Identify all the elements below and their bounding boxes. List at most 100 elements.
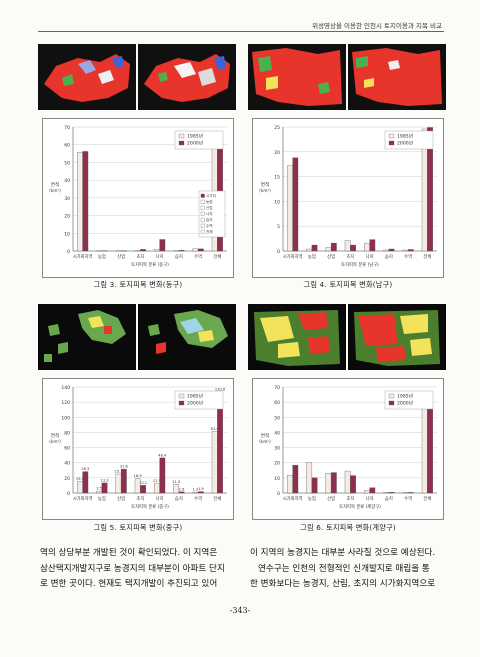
bar-2000 — [82, 151, 89, 252]
y-axis-unit: (km²) — [259, 439, 271, 444]
legend-box — [174, 390, 224, 410]
figure-caption: 그림 5. 토지피복 변화(중구) — [38, 523, 238, 533]
text-line: 연수구는 인천의 전형적인 신개발지로 매립을 통 — [258, 563, 430, 574]
bar-1985 — [306, 462, 313, 494]
caption-number: 그림 3. — [93, 280, 117, 289]
satellite-image-pair — [248, 44, 448, 110]
page-number: -343- — [229, 606, 251, 615]
satellite-image-2000 — [348, 304, 446, 370]
x-tick-label: 전체 — [213, 495, 221, 502]
bar-2000 — [197, 248, 204, 252]
figure-6: 0 10 20 30 40 50 60 70 면적 (km²) 시가화지역 농업 산업 초지 나지 습지 수역 전… — [248, 304, 448, 536]
y-tick-label: 10 — [274, 476, 280, 482]
y-tick-label: 0 — [277, 491, 280, 497]
class-legend-label: 습지 — [206, 217, 213, 222]
chart-frame: 0 10 20 30 40 50 60 70 면적 (km²) 시가화지역 농업 산업 초지 나지 습지 수역 전… — [252, 378, 444, 520]
data-label: 13.3 — [101, 478, 109, 482]
x-axis-label: 토지피복 분류 (계양구) — [339, 503, 381, 510]
bar-1985 — [325, 247, 332, 252]
data-label: 15.2 — [76, 477, 84, 481]
figure-caption: 그림 3. 토지피복 변화(동구) — [38, 280, 238, 290]
y-axis-unit: (km²) — [49, 188, 61, 193]
y-tick-label: 20 — [64, 476, 70, 482]
satellite-image-1985 — [248, 44, 346, 110]
y-tick-label: 70 — [274, 385, 280, 391]
data-label: 25.1 — [114, 469, 122, 473]
x-tick-label: 수역 — [194, 495, 202, 502]
x-tick-label: 나지 — [156, 253, 164, 260]
x-tick-label: 전체 — [423, 253, 431, 260]
legend-swatch — [178, 133, 185, 139]
caption-number: 그림 6. — [300, 523, 324, 532]
bar-2000 — [330, 242, 337, 252]
x-axis-label: 토지피복 분류 (동구) — [131, 261, 169, 268]
bar-2000 — [350, 475, 356, 494]
y-tick-label: 70 — [64, 125, 70, 131]
legend-box — [174, 130, 224, 150]
class-legend-label: 산업 — [206, 205, 213, 210]
x-tick-label: 시가화지역 — [73, 495, 93, 502]
y-axis-label: 면적 — [51, 432, 59, 439]
y-tick-label: 50 — [274, 415, 280, 421]
header-rule — [38, 31, 444, 32]
figure-caption: 그림 6. 토지피복 변화(계양구) — [248, 523, 448, 533]
x-tick-label: 산업 — [117, 253, 125, 260]
y-tick-label: 80 — [64, 430, 70, 436]
y-axis-label: 면적 — [51, 181, 59, 188]
chart-frame: 0 20 40 60 80 100 120 140 면적 (km²) 15.2 28.3 시가화지역 2.… — [42, 378, 234, 520]
bar-2000 — [140, 249, 146, 252]
data-label: 46.4 — [158, 453, 167, 457]
x-tick-label: 산업 — [327, 253, 335, 260]
bar-1985 — [77, 151, 83, 252]
legend-label: 1985년 — [397, 393, 413, 400]
bar-1985 — [402, 249, 409, 252]
satellite-image-pair — [38, 44, 238, 110]
bar-1985 — [306, 248, 313, 252]
data-label: 1.2 — [193, 488, 199, 492]
x-tick-label: 나지 — [366, 253, 374, 260]
data-label: 2.5 — [96, 487, 102, 491]
bar-2000 — [427, 395, 433, 494]
bar-1985 — [364, 490, 370, 494]
data-label: 18.9 — [134, 474, 143, 478]
y-tick-label: 60 — [274, 400, 280, 406]
class-legend-swatch — [200, 199, 205, 204]
bar-chart-gyeyanggu: 0 10 20 30 40 50 60 70 면적(km²) 시가화지역 농업 산업 초지 나지 습지 수역 전… — [259, 385, 437, 510]
satellite-image-pair — [38, 304, 238, 370]
x-tick-label: 농업 — [98, 253, 106, 260]
figure-3: 0 10 20 30 40 50 60 70 면적 (km²) 시가화지역 농업 산업 초지 나지 습지 수역 전… — [38, 44, 238, 296]
legend-swatch — [178, 140, 185, 146]
x-tick-label: 농업 — [308, 495, 316, 502]
y-tick-label: 0 — [277, 249, 280, 255]
bar-2000 — [388, 248, 395, 252]
bar-2000 — [178, 250, 185, 252]
bar-1985 — [325, 472, 332, 494]
legend-swatch — [178, 400, 185, 406]
satellite-image-2000 — [348, 44, 446, 110]
class-legend-label: 나지 — [206, 211, 213, 216]
y-tick-label: 25 — [274, 125, 280, 131]
x-tick-label: 수역 — [404, 495, 412, 502]
bar-2000 — [369, 239, 376, 252]
class-legend-label: 전체 — [206, 229, 213, 234]
running-title: 위성영상을 이용한 인천시 토지이용과 지목 비교 — [312, 22, 442, 30]
figure-5: 0 20 40 60 80 100 120 140 면적 (km²) 15.2 28.3 시가화지역 2.… — [38, 304, 238, 536]
y-tick-label: 40 — [64, 461, 70, 467]
x-tick-label: 초지 — [346, 495, 354, 502]
x-tick-label: 습지 — [385, 253, 393, 260]
body-column-right: 이 지역의 농경지는 대부분 사라질 것으로 예상된다. 연수구는 인천의 전형… — [250, 546, 450, 593]
bar-2000 — [140, 485, 146, 494]
legend-swatch — [388, 133, 395, 139]
legend-box — [384, 130, 434, 150]
class-legend-label: 수역 — [206, 223, 213, 228]
y-axis-unit: (km²) — [259, 188, 271, 193]
legend-label: 2000년 — [397, 400, 413, 407]
bar-1985 — [77, 481, 83, 494]
class-legend-swatch — [200, 205, 205, 210]
text-line: 한 변화보다는 농경지, 산림, 초지의 시가화지역으로 — [250, 579, 436, 589]
class-legend-swatch — [200, 193, 205, 198]
y-tick-label: 20 — [274, 461, 280, 467]
body-column-left: 역의 상당부분 개발된 것이 확인되었다. 이 지역은 삼산택지개발지구로 농경… — [40, 546, 238, 593]
class-legend-label: 농업 — [206, 199, 213, 204]
